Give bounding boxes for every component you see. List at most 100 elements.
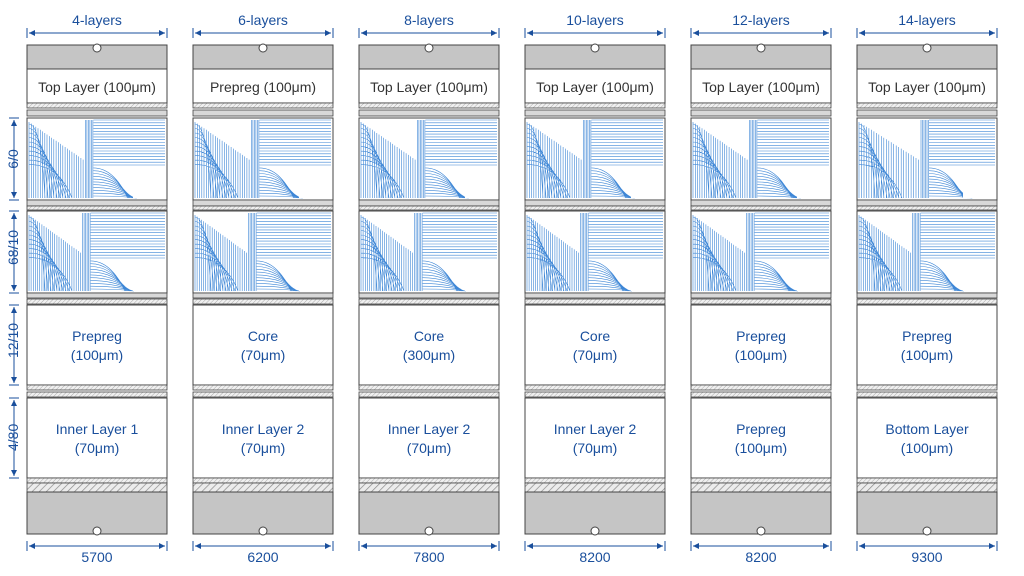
top-box-label: Top Layer (100μm): [702, 79, 820, 95]
thin-stripe: [192, 292, 334, 299]
mid-box-label-line2: (70μm): [572, 347, 618, 363]
low-box-label-line1: Prepreg: [736, 421, 786, 437]
column-6-layers: 6-layers Prepreg (100μm) Core (70μm) Inn…: [193, 0, 333, 576]
thin-stripe: [856, 102, 998, 109]
middle-layer-box: [192, 304, 334, 386]
thin-stripe: [192, 384, 334, 391]
thin-stripe: [192, 102, 334, 109]
column-footer-value: 9300: [911, 549, 943, 565]
thin-stripe: [524, 109, 666, 117]
thin-stripe: [856, 391, 998, 398]
trace-panel-upper-traces: [194, 119, 331, 199]
column-footer-value: 5700: [81, 549, 113, 565]
column-footer-value: 7800: [413, 549, 445, 565]
panel-notch: [631, 283, 663, 291]
thin-stripe: [26, 391, 168, 398]
low-box-label-line1: Bottom Layer: [885, 421, 969, 437]
trace-panel-upper-trace-lines: [526, 119, 663, 199]
panel-notch: [133, 283, 165, 291]
trace-panel-lower-trace-lines: [526, 212, 663, 292]
thin-stripe: [690, 298, 832, 305]
top-layer-box: [192, 68, 334, 104]
thin-stripe: [192, 205, 334, 211]
column-title: 6-layers: [238, 12, 288, 28]
panel-notch: [963, 283, 995, 291]
lower-layer-box: [856, 397, 998, 479]
column-title: 14-layers: [898, 12, 956, 28]
column-4-layers: 4-layers Top Layer (100μm) Prepreg (100μ…: [27, 0, 167, 576]
panel-notch: [299, 190, 331, 198]
mid-box-label-line1: Prepreg: [736, 328, 786, 344]
mid-box-label-line2: (300μm): [402, 347, 456, 363]
low-box-label-line2: (100μm): [734, 440, 788, 456]
trace-panel-upper-trace-lines: [692, 119, 829, 199]
thin-stripe: [192, 298, 334, 305]
trace-panel-lower-trace-lines: [360, 212, 497, 292]
column-14-layers: 14-layers Top Layer (100μm) Prepreg (100…: [857, 0, 997, 576]
column-footer-value: 8200: [579, 549, 611, 565]
trace-panel-upper-traces: [28, 119, 165, 199]
thin-stripe: [690, 102, 832, 109]
trace-panel-lower-traces: [194, 212, 331, 292]
thin-stripe: [26, 109, 168, 117]
low-box-label-line2: (70μm): [240, 440, 286, 456]
trace-panel-lower-trace-lines: [28, 212, 165, 292]
panel-notch: [465, 283, 497, 291]
thin-stripe: [524, 391, 666, 398]
trace-panel-upper: [26, 117, 168, 201]
panel-notch: [299, 283, 331, 291]
thin-stripe: [690, 109, 832, 117]
low-box-label-line2: (70μm): [406, 440, 452, 456]
trace-panel-lower-traces: [526, 212, 663, 292]
thin-stripe: [26, 205, 168, 211]
middle-layer-box: [524, 304, 666, 386]
mid-box-label-line2: (100μm): [900, 347, 954, 363]
mounting-hole-icon: [756, 526, 766, 536]
mounting-hole-icon: [590, 43, 600, 53]
lower-layer-box: [358, 397, 500, 479]
low-box-label-line1: Inner Layer 2: [553, 421, 637, 437]
thin-stripe: [358, 102, 500, 109]
middle-layer-box: [690, 304, 832, 386]
thin-stripe: [856, 109, 998, 117]
column-title: 8-layers: [404, 12, 454, 28]
thin-stripe: [524, 205, 666, 211]
panel-notch: [797, 283, 829, 291]
mid-box-label-line1: Core: [413, 328, 445, 344]
thin-stripe: [26, 292, 168, 299]
trace-panel-lower-traces: [360, 212, 497, 292]
thin-stripe: [524, 102, 666, 109]
mounting-hole-icon: [424, 526, 434, 536]
thin-stripe: [690, 205, 832, 211]
mounting-hole-icon: [258, 43, 268, 53]
low-box-label-line1: Inner Layer 2: [387, 421, 471, 437]
top-box-label: Top Layer (100μm): [868, 79, 986, 95]
trace-panel-upper-traces: [526, 119, 663, 199]
trace-panel-upper: [524, 117, 666, 201]
thin-stripe: [358, 391, 500, 398]
thin-stripe: [358, 292, 500, 299]
thin-stripe: [358, 384, 500, 391]
trace-panel-lower-trace-lines: [194, 212, 331, 292]
column-title: 4-layers: [72, 12, 122, 28]
low-box-label-line2: (100μm): [900, 440, 954, 456]
mid-box-label-line1: Core: [579, 328, 611, 344]
panel-notch: [963, 190, 995, 198]
trace-panel-upper-trace-lines: [28, 119, 165, 199]
trace-panel-upper-traces: [692, 119, 829, 199]
column-title: 10-layers: [566, 12, 624, 28]
panel-notch: [465, 190, 497, 198]
trace-panel-upper-trace-lines: [360, 119, 497, 199]
trace-panel-lower-traces: [28, 212, 165, 292]
panel-notch: [631, 190, 663, 198]
side-label-1: 6/0: [5, 149, 21, 169]
thin-stripe: [192, 109, 334, 117]
top-layer-box: [524, 68, 666, 104]
thin-stripe: [856, 384, 998, 391]
middle-layer-box: [856, 304, 998, 386]
mounting-hole-icon: [92, 43, 102, 53]
mounting-hole-icon: [92, 526, 102, 536]
thin-stripe: [26, 298, 168, 305]
mid-box-label-line2: (70μm): [240, 347, 286, 363]
side-label-4: 4/80: [5, 423, 21, 451]
